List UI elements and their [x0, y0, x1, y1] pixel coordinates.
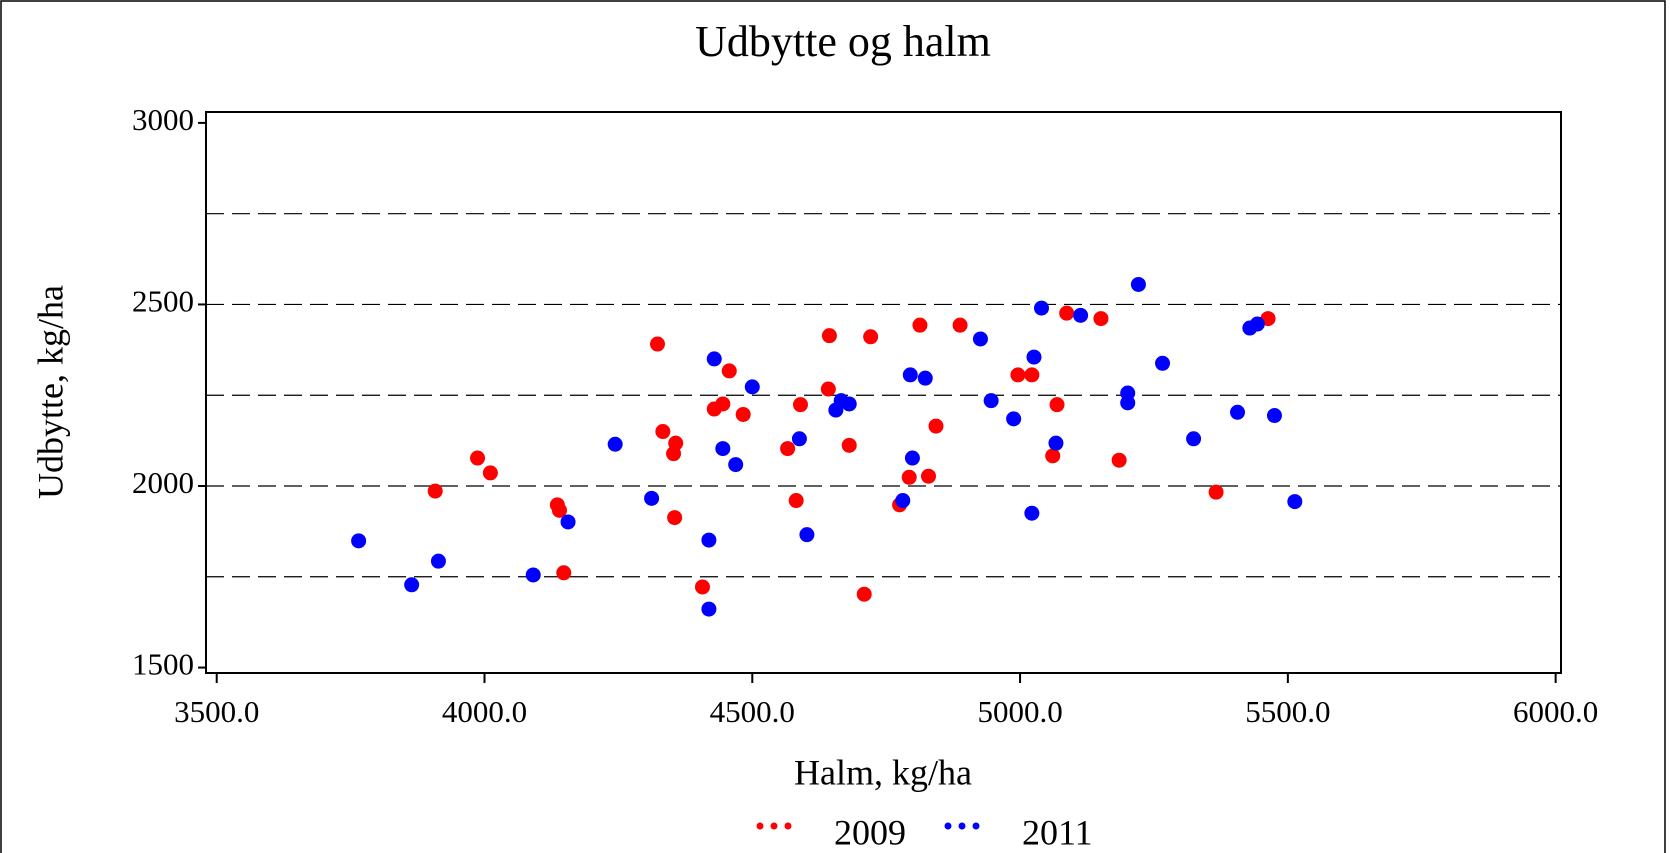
scatter-point — [1049, 397, 1065, 413]
scatter-point — [607, 436, 623, 452]
scatter-point — [430, 553, 446, 569]
scatter-point — [744, 379, 760, 395]
x-axis-label: Halm, kg/ha — [794, 752, 972, 792]
scatter-point — [1059, 305, 1075, 321]
scatter-point — [1073, 307, 1089, 323]
scatter-point — [1111, 452, 1127, 468]
scatter-point — [792, 397, 808, 413]
scatter-point — [735, 406, 751, 422]
scatter-point — [470, 450, 486, 466]
scatter-point — [666, 446, 682, 462]
scatter-point — [721, 363, 737, 379]
scatter-point — [1120, 395, 1136, 411]
scatter-point — [1130, 276, 1146, 292]
scatter-point — [525, 567, 541, 583]
scatter-point — [1010, 367, 1026, 383]
scatter-point — [404, 577, 420, 593]
legend-symbol — [944, 822, 952, 830]
chart-title: Udbytte og halm — [695, 17, 991, 66]
legend-symbol — [958, 822, 966, 830]
scatter-point — [1287, 494, 1303, 510]
x-tick-label: 4000.0 — [442, 694, 527, 729]
scatter-point — [1033, 300, 1049, 316]
plot-frame — [205, 111, 1562, 674]
scatter-point — [351, 533, 367, 549]
scatter-point — [928, 418, 944, 434]
scatter-point — [952, 317, 968, 333]
scatter-point — [856, 586, 872, 602]
scatter-point — [556, 565, 572, 581]
scatter-point — [1026, 349, 1042, 365]
scatter-point — [655, 424, 671, 440]
scatter-point — [706, 351, 722, 367]
scatter-point — [799, 527, 815, 543]
scatter-point — [841, 396, 857, 412]
scatter-point — [667, 510, 683, 526]
scatter-point — [841, 437, 857, 453]
scatter-point — [427, 483, 443, 499]
scatter-point — [791, 431, 807, 447]
scatter-point — [1186, 431, 1202, 447]
scatter-point — [917, 370, 933, 386]
scatter-point — [780, 441, 796, 457]
scatter-point — [820, 381, 836, 397]
y-tick-label: 2500 — [132, 284, 194, 319]
scatter-point — [1249, 316, 1265, 332]
legend-label: 2011 — [1022, 812, 1093, 852]
scatter-point — [895, 493, 911, 509]
y-tick-label: 2000 — [132, 465, 194, 500]
scatter-point — [902, 367, 918, 383]
scatter-point — [901, 469, 917, 485]
scatter-point — [920, 468, 936, 484]
scatter-point — [972, 331, 988, 347]
scatter-point — [1024, 367, 1040, 383]
scatter-point — [701, 601, 717, 617]
scatter-point — [1045, 448, 1061, 464]
x-tick-label: 5500.0 — [1245, 694, 1330, 729]
scatter-point — [1155, 355, 1171, 371]
scatter-point — [482, 465, 498, 481]
scatter-point — [1048, 435, 1064, 451]
scatter-point — [694, 579, 710, 595]
scatter-point — [912, 317, 928, 333]
scatter-point — [644, 490, 660, 506]
scatter-point — [701, 532, 717, 548]
x-tick-label: 3500.0 — [174, 694, 259, 729]
scatter-point — [983, 393, 999, 409]
scatter-point — [1230, 404, 1246, 420]
scatter-point — [560, 514, 576, 530]
scatter-point — [788, 493, 804, 509]
y-tick-label: 1500 — [132, 647, 194, 682]
scatter-point — [1024, 505, 1040, 521]
y-tick-label: 3000 — [132, 102, 194, 137]
legend-symbol — [770, 822, 778, 830]
x-tick-label: 6000.0 — [1513, 694, 1598, 729]
scatter-point — [551, 502, 567, 518]
scatter-point — [821, 328, 837, 344]
y-axis-label: Udbytte, kg/ha — [30, 285, 70, 499]
x-tick-label: 5000.0 — [977, 694, 1062, 729]
scatter-point — [863, 329, 879, 345]
scatter-point — [715, 441, 731, 457]
x-tick-label: 4500.0 — [710, 694, 795, 729]
scatter-point — [1093, 311, 1109, 327]
scatter-point — [1208, 484, 1224, 500]
legend-symbol — [756, 822, 764, 830]
scatter-point — [649, 336, 665, 352]
scatter-point — [904, 450, 920, 466]
legend-symbol — [784, 822, 792, 830]
legend-label: 2009 — [834, 812, 906, 852]
legend-symbol — [972, 822, 980, 830]
scatter-point — [1006, 411, 1022, 427]
scatter-point — [728, 457, 744, 473]
scatter-point — [715, 396, 731, 412]
scatter-point — [1266, 408, 1282, 424]
